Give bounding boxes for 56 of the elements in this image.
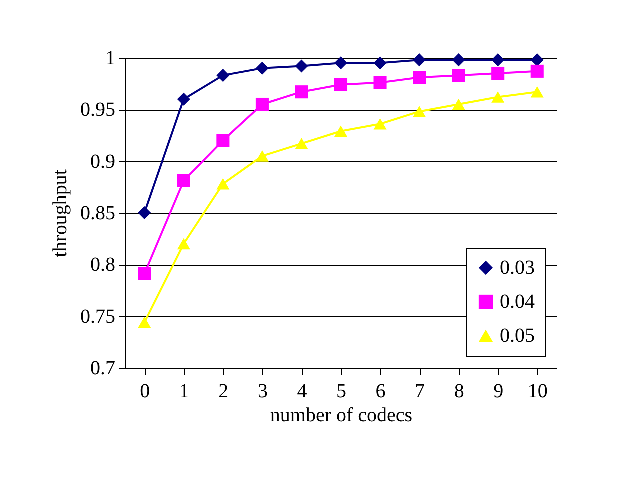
y-tick-label: 0.95	[80, 99, 116, 122]
point	[492, 66, 505, 80]
point	[295, 86, 308, 99]
point	[413, 54, 426, 67]
x-tick-label: 10	[528, 380, 548, 402]
point	[530, 54, 544, 67]
y-tick-label: 0.9	[90, 150, 116, 173]
point	[256, 98, 269, 112]
y-axis-title: throughput	[50, 169, 72, 258]
x-axis-title: number of codecs	[270, 404, 413, 426]
legend-label: 0.05	[500, 325, 535, 347]
x-tick-label: 4	[297, 380, 308, 402]
x-tick-label: 1	[179, 380, 190, 402]
point	[295, 60, 308, 73]
point	[452, 69, 466, 82]
x-tick-label: 0	[140, 380, 150, 402]
point	[334, 56, 348, 70]
point	[452, 98, 466, 110]
x-tick-label: 5	[336, 380, 346, 402]
y-tick-label: 0.75	[80, 306, 116, 328]
point	[530, 86, 544, 98]
point	[413, 71, 426, 84]
point	[216, 178, 230, 190]
point	[374, 76, 387, 90]
x-tick-label: 6	[376, 380, 386, 402]
point	[374, 56, 387, 70]
point	[374, 118, 387, 130]
x-tick-label: 7	[415, 380, 426, 402]
point	[530, 64, 544, 78]
point	[138, 206, 152, 220]
point	[256, 62, 269, 75]
x-tick-label: 8	[454, 380, 464, 402]
legend-label: 0.03	[500, 257, 535, 279]
point	[492, 54, 505, 67]
x-tick-label: 2	[218, 380, 229, 402]
point	[216, 134, 230, 148]
legend-label: 0.04	[500, 291, 535, 313]
x-tick-label: 3	[258, 380, 268, 402]
point	[177, 174, 190, 188]
point	[138, 267, 152, 280]
point	[177, 92, 190, 106]
point	[216, 69, 230, 82]
y-tick-label: 0.85	[80, 202, 116, 224]
point	[177, 238, 190, 250]
point	[334, 78, 348, 92]
point	[452, 54, 466, 67]
point	[492, 92, 505, 103]
y-tick-label: 0.8	[90, 254, 116, 276]
y-tick-label: 1	[106, 48, 116, 70]
point	[413, 106, 426, 118]
x-tick-label: 9	[494, 380, 504, 402]
point	[138, 316, 152, 328]
point	[256, 150, 269, 162]
point	[334, 126, 348, 138]
point	[295, 138, 308, 150]
y-tick-label: 0.7	[90, 358, 116, 380]
